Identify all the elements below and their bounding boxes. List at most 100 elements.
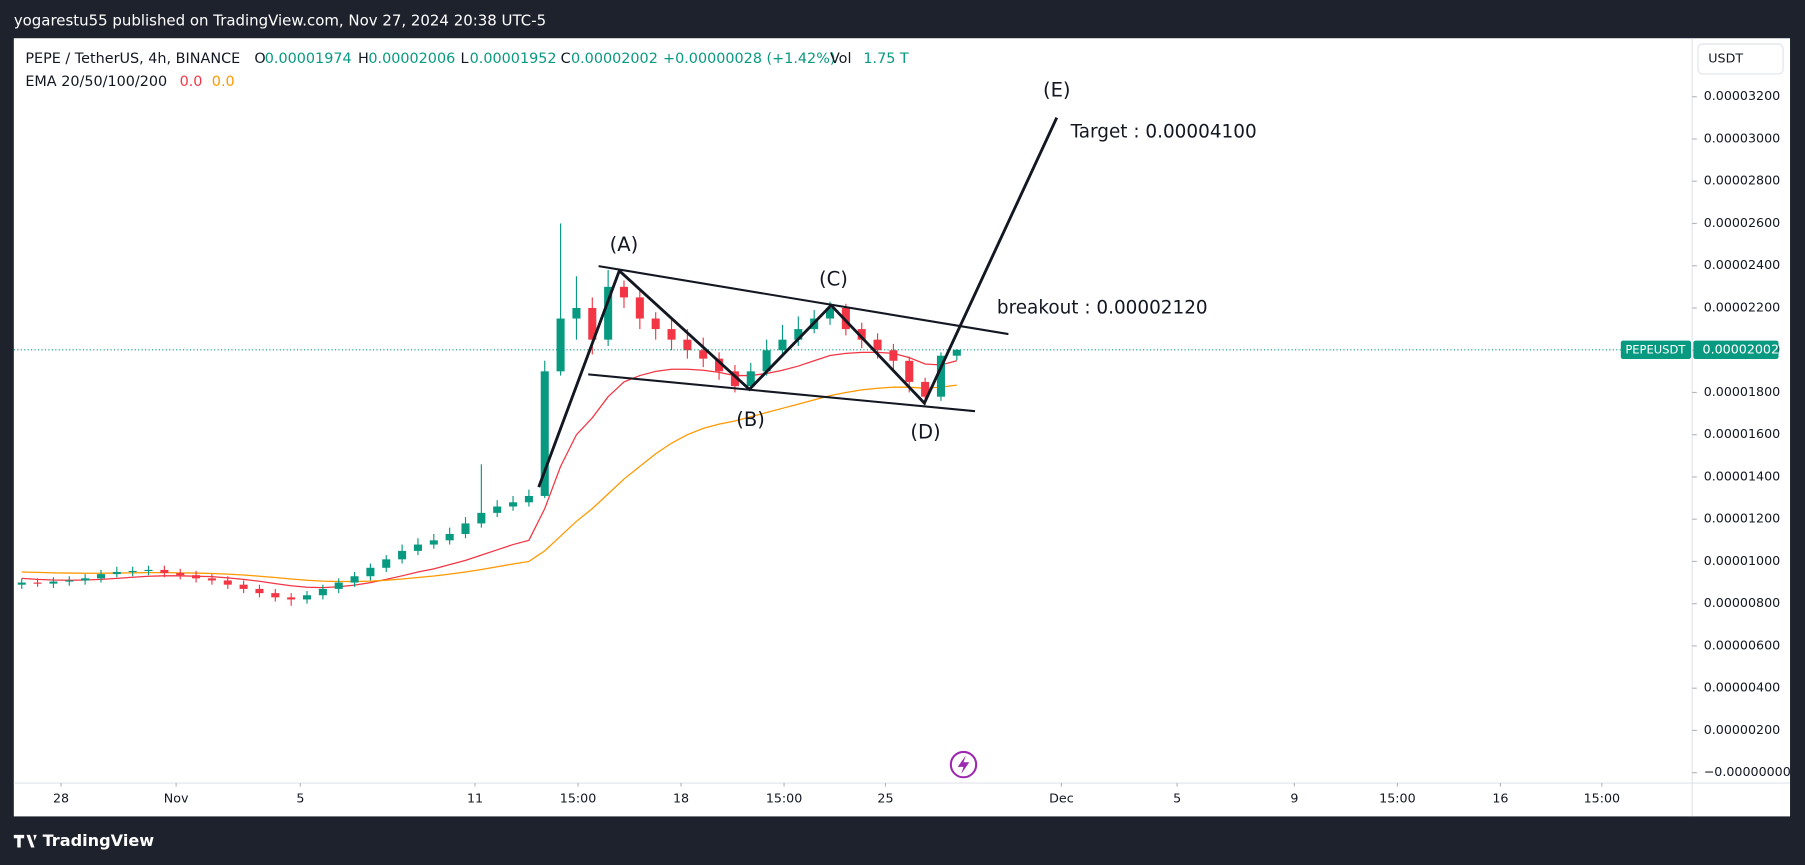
y-tick-label: 0.00002200 [1704,299,1781,314]
x-tick-label: 15:00 [766,791,802,806]
price-tag [1693,340,1779,360]
candle-body [841,307,850,330]
candle-body [524,495,533,503]
candle-body [588,307,597,340]
candle-body [730,371,739,387]
y-tick-label: 0.00001600 [1704,426,1781,441]
candle-body [382,559,391,568]
y-tick-label: 0.00000800 [1704,595,1781,610]
candle-body [160,569,169,574]
y-tick-label: 0.00001800 [1704,384,1781,399]
ema-name: EMA 20/50/100/200 [25,74,167,90]
legend-value: 1.75 T [863,51,909,67]
candle-body [223,580,232,585]
channel-upper [598,265,1009,336]
publisher: yogarestu55 published on TradingView.com… [14,11,546,29]
candle-body [493,506,502,513]
x-tick-label: 15:00 [1379,791,1415,806]
x-tick-label: 16 [1492,791,1508,806]
legend-key: C [561,51,571,67]
candle-body [81,578,90,581]
x-tick-label: 18 [673,791,689,806]
candle-body [207,578,216,581]
candle-body [699,350,708,359]
ema-value: 0.0 [212,74,235,90]
candle-body [921,381,930,397]
candle-body [762,350,771,372]
icon-bolt [957,755,970,774]
y-tick-label: 0.00001400 [1704,468,1781,483]
ema-line [21,384,957,583]
candle-body [635,297,644,319]
y-tick-label: 0.00000200 [1704,722,1781,737]
y-tick-label: 0.00002600 [1704,215,1781,230]
candle-body [17,582,26,585]
candle-body [778,339,787,351]
candle-body [287,597,296,600]
x-tick-label: 5 [1173,791,1181,806]
legend: PEPE / TetherUS, 4h, BINANCE O 0.0000197… [25,51,909,90]
candle-body [176,573,185,576]
legend-key: Vol [830,51,852,67]
candle-body [873,339,882,351]
legend-value: 0.00001974 [265,51,352,67]
candle-body [33,582,42,584]
candle-body [96,574,106,579]
candle-body [715,358,724,372]
legend-key: L [460,51,468,67]
y-tick-label: 0.00000600 [1704,637,1781,652]
candle-body [398,550,407,560]
chart-frame [13,38,1791,817]
candle-body [509,502,518,507]
candle-body [49,581,58,584]
candle-body [334,582,343,589]
x-tick-label: 15:00 [1584,791,1620,806]
legend-change: +0.00000028 (+1.42%) [663,51,835,67]
y-tick-label: 0.00003000 [1704,130,1781,145]
candle-body [825,307,835,319]
candle-body [461,523,470,534]
brand: TradingView [13,831,154,850]
legend-value: 0.00002006 [368,51,455,67]
candle-body [540,371,549,496]
x-tick-label: 15:00 [560,791,596,806]
legend-key: O [254,51,265,67]
candle-body [936,355,945,397]
lightning-button[interactable] [949,750,978,779]
candle-body [556,318,565,372]
y-tick-label: 0.00002400 [1704,257,1781,272]
wave-label: (C) [819,267,848,290]
currency: USDT [1708,50,1743,65]
legend-value: 0.00001952 [470,51,557,67]
y-tick-label: 0.00001200 [1704,511,1781,526]
legend-value: 0.00002002 [571,51,658,67]
candle-body [429,540,438,545]
drawings [537,117,1059,488]
ema-value: 0.0 [180,74,203,90]
wave-label: (D) [910,421,940,444]
legend-key: H [358,51,369,67]
wave-label: (B) [736,408,765,431]
y-tick-label: 0.00002800 [1704,173,1781,188]
breakout-note: breakout : 0.00002120 [997,298,1208,319]
target-note: Target : 0.00004100 [1070,122,1257,143]
candle-body [889,350,898,361]
candle-body [413,544,422,551]
x-tick-label: 5 [296,791,304,806]
candle-body [572,307,581,319]
candle-body [604,286,613,340]
candle-body [144,569,153,572]
y-tick-label: 0.00001000 [1704,553,1781,568]
candle-body [667,329,676,340]
wave-label: (E) [1043,79,1071,102]
x-tick-label: 9 [1290,791,1298,806]
wave-label: (A) [610,233,639,256]
candle-body [905,360,914,382]
currency-button[interactable] [1697,43,1784,75]
symbol: PEPE / TetherUS, 4h, BINANCE [25,51,240,67]
x-tick-label: 11 [467,791,483,806]
candle-body [746,371,755,387]
candle-body [302,595,312,600]
x-tick-label: 25 [877,791,893,806]
